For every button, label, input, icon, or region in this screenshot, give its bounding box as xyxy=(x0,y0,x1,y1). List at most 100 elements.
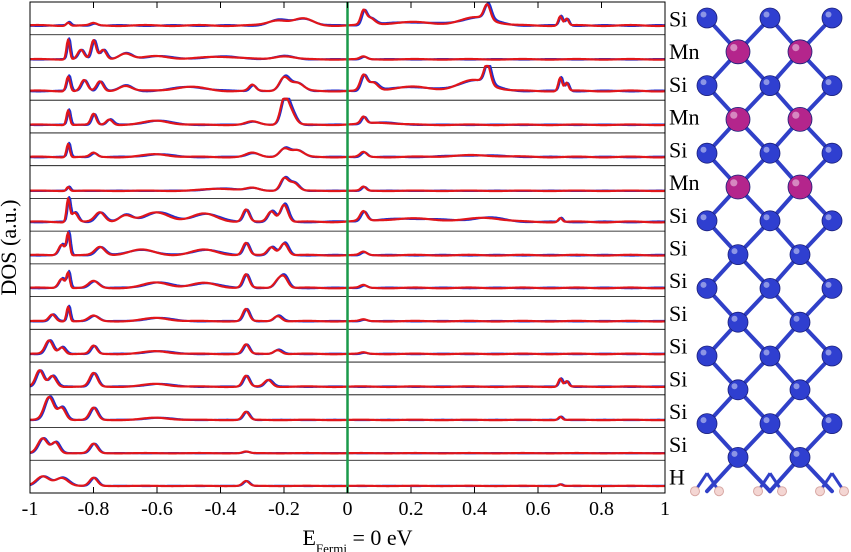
si-atom xyxy=(696,277,718,299)
atom-highlight xyxy=(700,79,707,86)
atom-highlight xyxy=(700,281,707,288)
atom-highlight xyxy=(700,146,707,153)
atom-highlight xyxy=(763,79,770,86)
atom-highlight xyxy=(730,179,738,187)
layer-label: Mn xyxy=(669,170,700,195)
si-atom xyxy=(821,277,843,299)
si-atom xyxy=(759,75,781,96)
si-atom xyxy=(821,345,843,367)
si-atom xyxy=(759,142,781,164)
si-atom xyxy=(727,379,749,401)
layer-label: Si xyxy=(669,366,687,391)
atom-highlight xyxy=(825,146,832,153)
h-atom xyxy=(815,486,825,497)
atom-highlight xyxy=(731,450,738,457)
layer-label: Mn xyxy=(669,105,700,130)
atom-highlight xyxy=(700,214,707,221)
si-atom xyxy=(727,446,749,468)
atom-highlight xyxy=(763,349,770,356)
x-tick-label: -0.6 xyxy=(141,498,173,520)
si-atom xyxy=(727,244,749,266)
x-tick-label: -0.4 xyxy=(205,498,237,520)
mn-atom xyxy=(725,174,751,200)
x-tick-label: 0.2 xyxy=(399,498,424,520)
atom-highlight xyxy=(792,44,800,52)
atom-highlight xyxy=(731,248,738,255)
y-axis-label: DOS (a.u.) xyxy=(0,200,21,296)
atom-highlight xyxy=(825,349,832,356)
atom-highlight xyxy=(793,248,800,255)
x-tick-label: -0.8 xyxy=(78,498,110,520)
x-tick-label: 0.8 xyxy=(589,498,614,520)
atom-highlight xyxy=(700,11,707,18)
atom-highlight xyxy=(700,417,707,424)
x-ticks: -1 -0.8 -0.6 -0.4 -0.2 0 0.2 0.4 0.6 0.8 1 xyxy=(22,2,670,520)
si-atom xyxy=(696,7,718,29)
atom-highlight xyxy=(825,214,832,221)
si-atom xyxy=(727,311,749,333)
si-atom xyxy=(789,379,811,401)
si-atom xyxy=(821,7,843,29)
x-tick-label: 1 xyxy=(660,498,670,520)
layer-label: H xyxy=(669,465,685,490)
x-axis-label-sub: Fermi xyxy=(316,541,347,552)
x-axis-label-rest: = 0 eV xyxy=(347,525,413,550)
layer-label: Si xyxy=(669,432,687,457)
h-atom xyxy=(753,486,763,497)
si-atom xyxy=(789,446,811,468)
layer-label: Si xyxy=(669,203,687,228)
si-atom xyxy=(789,311,811,333)
si-atom xyxy=(696,413,718,435)
layer-label: Si xyxy=(669,236,687,261)
layer-labels: Si Mn Si Mn Si Mn Si Si Si Si Si Si Si Si H xyxy=(669,6,700,489)
x-axis-label-main: E xyxy=(302,525,315,550)
mn-atom xyxy=(787,107,813,132)
x-tick-label: 0 xyxy=(343,498,353,520)
atom-highlight xyxy=(700,349,707,356)
si-atom xyxy=(759,210,781,232)
layer-label: Si xyxy=(669,301,687,326)
atom-highlight xyxy=(793,450,800,457)
si-atom xyxy=(821,413,843,435)
layer-label: Mn xyxy=(669,39,700,64)
atom-highlight xyxy=(792,111,800,119)
si-atom xyxy=(696,210,718,232)
atomic-structure xyxy=(690,7,849,497)
h-atom xyxy=(839,486,849,497)
atom-highlight xyxy=(763,11,770,18)
si-atom xyxy=(696,345,718,367)
atom-highlight xyxy=(792,179,800,187)
layer-label: Si xyxy=(669,334,687,359)
h-atom xyxy=(777,486,787,497)
atom-highlight xyxy=(730,44,738,52)
atom-highlight xyxy=(825,417,832,424)
layer-label: Si xyxy=(669,137,687,162)
h-atom xyxy=(690,486,700,497)
atom-highlight xyxy=(825,11,832,18)
layer-label: Si xyxy=(669,72,687,97)
mn-atom xyxy=(725,39,751,65)
x-tick-label: 0.6 xyxy=(526,498,551,520)
atom-highlight xyxy=(763,281,770,288)
x-tick-label: 0.4 xyxy=(462,498,487,520)
si-atom xyxy=(759,277,781,299)
si-atom xyxy=(789,244,811,266)
si-atom xyxy=(759,413,781,435)
atom-highlight xyxy=(763,214,770,221)
atom-highlight xyxy=(825,79,832,86)
si-atom xyxy=(821,210,843,232)
si-atom xyxy=(821,75,843,96)
atom-highlight xyxy=(793,383,800,390)
h-atom xyxy=(714,486,724,497)
mn-atom xyxy=(725,107,751,132)
atom-highlight xyxy=(731,383,738,390)
atom-highlight xyxy=(763,417,770,424)
si-atom xyxy=(759,7,781,29)
layer-label: Si xyxy=(669,268,687,293)
layer-label: Si xyxy=(669,6,687,31)
si-atom xyxy=(696,75,718,96)
si-atom xyxy=(696,142,718,164)
x-tick-label: -1 xyxy=(22,498,39,520)
